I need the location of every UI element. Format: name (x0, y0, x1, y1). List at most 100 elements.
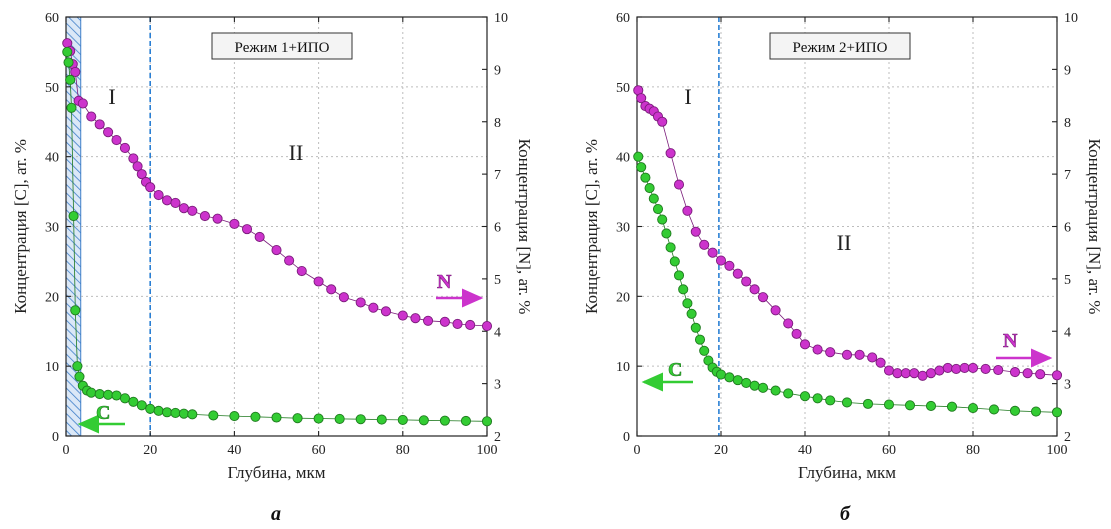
series-C-point (355, 414, 366, 425)
series-N-point (397, 310, 408, 321)
series-N-point (128, 153, 139, 164)
series-C-point (376, 414, 387, 425)
series-N-point (178, 203, 189, 214)
series-C-point (883, 399, 895, 410)
series-N-point (673, 179, 685, 190)
series-C-point (694, 334, 706, 345)
series-N-point (452, 318, 463, 329)
series-N-point (699, 239, 710, 250)
series-C-point (170, 407, 181, 419)
series-C-point (153, 405, 164, 416)
series-N-point (942, 362, 953, 373)
series-N-point (254, 231, 265, 243)
series-N-point (1009, 367, 1021, 378)
series-N-point (1035, 369, 1046, 380)
series-N-point (917, 370, 928, 381)
series-C-point (128, 396, 139, 407)
series-N-point (296, 265, 307, 277)
series-C-point (967, 403, 979, 414)
series-N-point (900, 368, 911, 379)
series-N-point (368, 302, 379, 313)
x-tick-label: 40 (798, 443, 812, 458)
series-C-point (636, 162, 647, 173)
series-N-point (423, 315, 434, 326)
y-left-tick-label: 50 (45, 81, 59, 96)
series-C-point (925, 400, 937, 412)
y-right-tick-label: 9 (1064, 63, 1071, 78)
series-N-point (410, 313, 421, 324)
series-N-point (439, 316, 450, 327)
series-C-point (313, 413, 324, 424)
series-C: C (633, 151, 1063, 418)
series-N-label: N (1003, 330, 1018, 352)
y-right-tick-label: 8 (1064, 116, 1071, 131)
series-N-point (841, 349, 853, 360)
series-N-point (132, 161, 143, 172)
series-C-point (757, 382, 769, 393)
series-C-point (229, 411, 240, 422)
mode-label-box (211, 32, 353, 60)
y-left-tick-label: 60 (45, 11, 59, 26)
y-right-tick-label: 6 (1064, 221, 1071, 236)
series-C-point (74, 371, 85, 382)
y-right-tick-label: 7 (1064, 168, 1071, 183)
x-tick-label: 0 (634, 443, 641, 458)
series-C-point (699, 345, 710, 356)
series-N: N (633, 85, 1063, 381)
series-N-point (967, 362, 979, 373)
series-N-point (812, 344, 823, 355)
series-C-point (661, 228, 672, 239)
y-left-tick-label: 20 (45, 290, 59, 305)
series-N-point (271, 245, 282, 256)
y-right-tick-label: 10 (494, 11, 508, 26)
series-C-point (136, 400, 147, 411)
series-C-point (682, 298, 693, 309)
series-N-point (867, 352, 878, 363)
zone-label-i: I (108, 84, 115, 109)
y-left-tick-label: 0 (52, 430, 59, 445)
series-C-point (271, 412, 282, 423)
y-left-tick-label: 40 (616, 151, 630, 166)
series-N-point (732, 268, 743, 279)
series-C-point (732, 375, 743, 386)
series-N-point (229, 218, 240, 229)
series-N-point (665, 148, 676, 159)
series-N-point (103, 127, 114, 138)
series-N-line (66, 43, 488, 327)
series-N-point (715, 255, 727, 266)
series-C-point (652, 203, 664, 215)
series-C-point (70, 305, 81, 316)
series-C-point (665, 242, 676, 253)
panel-label: б (840, 503, 851, 525)
series-C-point (161, 407, 173, 418)
x-tick-label: 20 (143, 443, 157, 458)
mode-label: Режим 1+ИПО (235, 40, 330, 56)
mode-label-box (769, 32, 911, 60)
y-left-axis-label: Концентрация [C], ат. % (582, 139, 601, 314)
series-N-point (153, 190, 164, 201)
series-C-point (686, 308, 697, 319)
series-C-point (439, 415, 450, 426)
series-N-point (212, 213, 223, 224)
series-C-point (715, 369, 727, 380)
x-tick-label: 60 (312, 443, 326, 458)
series-N-point (854, 349, 865, 360)
y-left-tick-label: 20 (616, 290, 630, 305)
series-N-point (770, 305, 781, 316)
series-C-point (770, 385, 781, 396)
series-C-label: C (96, 402, 110, 424)
series-C-point (65, 74, 76, 85)
series-C-point (334, 413, 345, 424)
series-C-point (418, 415, 429, 426)
series-N-point (925, 368, 937, 379)
series-C-point (678, 284, 689, 295)
series-N-point (934, 365, 945, 376)
series-C-point (673, 270, 685, 281)
y-right-axis-label: Концентрация [N], ат. % (1085, 139, 1104, 315)
series-C-point (187, 409, 198, 420)
series-N-point (892, 368, 903, 379)
series-C-point (946, 401, 958, 412)
y-right-tick-label: 4 (1064, 325, 1071, 340)
y-left-tick-label: 50 (616, 81, 630, 96)
series-N-point (170, 197, 181, 208)
